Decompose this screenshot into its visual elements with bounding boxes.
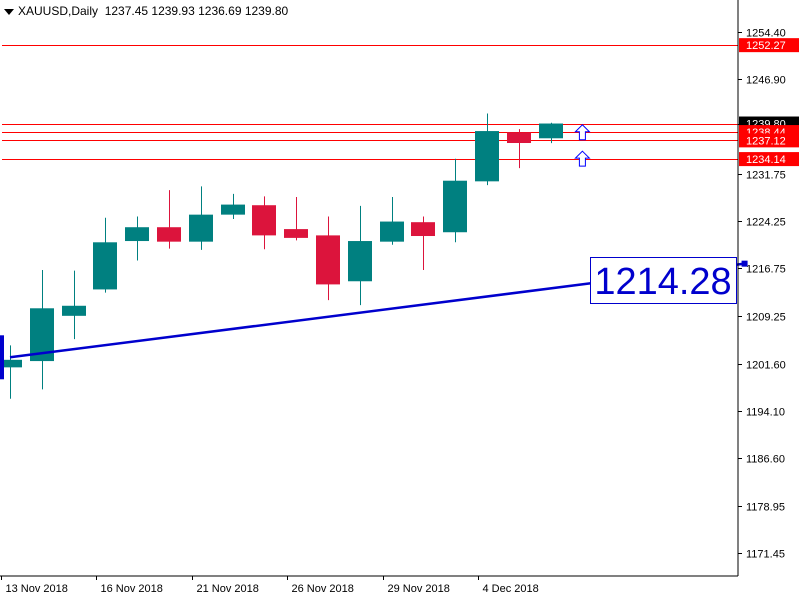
y-tick-label: 1171.45 (746, 549, 785, 561)
y-tick-label: 1178.95 (746, 502, 785, 514)
candle-body-bull (348, 241, 372, 282)
candle-body-bull (62, 305, 86, 316)
candle-body-bull (443, 180, 467, 233)
y-tick-label: 1186.60 (746, 454, 785, 466)
trendline-price-label: 1214.28 (594, 261, 731, 303)
level-price-box (739, 38, 799, 53)
x-tick-label: 26 Nov 2018 (292, 583, 354, 595)
y-tick-label: 1194.10 (746, 407, 785, 419)
y-tick-label: 1216.75 (746, 264, 786, 276)
trendline-handle[interactable] (741, 260, 748, 267)
up-arrow-icon[interactable] (574, 124, 591, 141)
candle-body-bear (507, 132, 531, 144)
current-price-box-label: 1239.80 (746, 119, 786, 131)
candle-body-bull (221, 204, 245, 215)
candle-body-bull (0, 359, 22, 368)
chart-header[interactable]: XAUUSD,Daily 1237.45 1239.93 1236.69 123… (4, 4, 288, 18)
candle-body-bear (316, 235, 340, 285)
candle-body-bear (284, 229, 308, 238)
level-price-box (739, 133, 799, 148)
symbol-timeframe: XAUUSD,Daily (18, 4, 99, 18)
level-price-box-label: 1237.12 (746, 135, 786, 147)
candle-body-bull (93, 242, 117, 290)
candle-body-bear (252, 205, 276, 236)
x-tick-label: 4 Dec 2018 (483, 583, 539, 595)
y-tick-label: 1254.40 (746, 28, 786, 40)
y-tick-label: 1231.75 (746, 170, 786, 182)
trendline-anchor-marker (0, 335, 4, 380)
candle-body-bull (189, 214, 213, 242)
level-price-box-label: 1234.14 (746, 154, 786, 166)
level-price-box-label: 1252.27 (746, 40, 786, 52)
y-tick-label: 1201.60 (746, 360, 786, 372)
x-tick-label: 29 Nov 2018 (388, 583, 450, 595)
trendline-price-box[interactable] (590, 257, 737, 304)
candle-body-bull (380, 221, 404, 242)
candle-body-bull (475, 131, 499, 182)
candle-body-bull (539, 123, 563, 139)
candle-body-bear (157, 227, 181, 242)
y-tick-label: 1246.90 (746, 75, 786, 87)
x-tick-label: 13 Nov 2018 (6, 583, 68, 595)
x-tick-label: 21 Nov 2018 (197, 583, 259, 595)
candle-body-bear (411, 222, 435, 237)
dropdown-triangle-icon[interactable] (4, 8, 14, 15)
level-price-box (739, 152, 799, 167)
y-tick-label: 1224.25 (746, 217, 786, 229)
y-tick-label: 1209.25 (746, 312, 786, 324)
x-tick-label: 16 Nov 2018 (101, 583, 163, 595)
up-arrow-icon[interactable] (574, 150, 591, 167)
ohlc-readout: 1237.45 1239.93 1236.69 1239.80 (104, 4, 289, 18)
candle-body-bull (125, 227, 149, 242)
